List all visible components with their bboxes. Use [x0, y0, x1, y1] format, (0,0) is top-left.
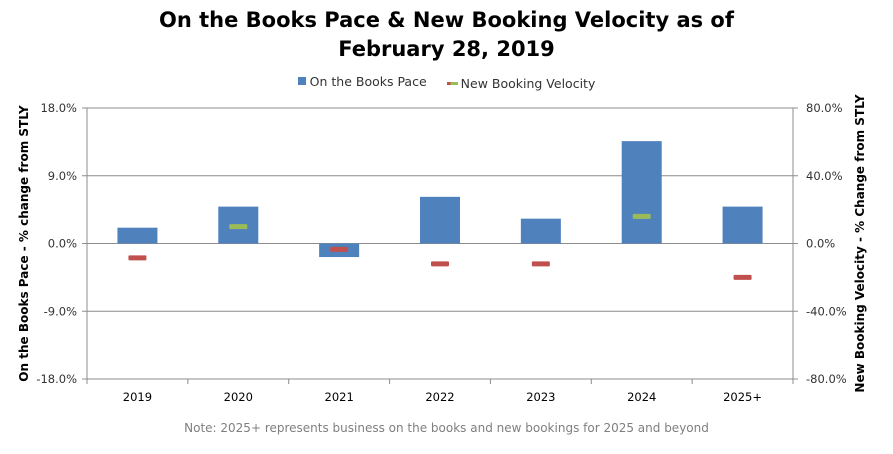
legend-item-booking-velocity: New Booking Velocity [446, 76, 596, 91]
y-left-tick-label: -9.0% [44, 304, 77, 318]
x-category-label: 2019 [123, 390, 152, 404]
chart-title-line-2: February 28, 2019 [338, 37, 555, 61]
y-right-axis-title: New Booking Velocity - % Change from STL… [853, 94, 867, 393]
legend-label-books-pace: On the Books Pace [309, 73, 427, 89]
x-category-label: 2023 [526, 390, 555, 404]
legend-label-booking-velocity: New Booking Velocity [460, 76, 596, 91]
y-left-tick-label: 9.0% [48, 169, 77, 183]
y-left-tick-label: -18.0% [36, 372, 77, 386]
legend-bar-swatch [297, 77, 306, 85]
y-right-tick-label: 40.0% [806, 169, 843, 183]
y-right-tick-label: 80.0% [806, 101, 843, 115]
legend-line-swatch [446, 82, 458, 85]
marker-booking-velocity [431, 261, 449, 267]
marker-booking-velocity [330, 246, 349, 252]
x-category-label: 2025+ [723, 390, 762, 404]
bar-books-pace [117, 227, 158, 244]
y-left-axis-title: On the Books Pace - % change from STLY [17, 105, 31, 382]
chart-title: On the Books Pace & New Booking Velocity… [0, 6, 893, 64]
marker-booking-velocity [531, 261, 550, 267]
y-right-tick-label: -80.0% [806, 372, 847, 386]
marker-booking-velocity [229, 224, 248, 230]
x-category-label: 2024 [627, 390, 656, 404]
legend-item-books-pace: On the Books Pace [297, 73, 427, 89]
y-right-tick-label: 0.0% [806, 237, 835, 251]
bar-books-pace [420, 196, 460, 244]
marker-booking-velocity [733, 274, 752, 280]
chart-note: Note: 2025+ represents business on the b… [184, 421, 709, 435]
bar-books-pace [520, 218, 561, 244]
bar-books-pace [722, 206, 763, 244]
bar-books-pace [621, 141, 662, 244]
marker-booking-velocity [632, 213, 651, 219]
chart-title-line-1: On the Books Pace & New Booking Velocity… [159, 8, 734, 32]
y-right-tick-label: -40.0% [806, 304, 847, 318]
y-left-tick-label: 0.0% [48, 237, 77, 251]
marker-booking-velocity [128, 255, 147, 261]
x-category-label: 2020 [224, 390, 253, 404]
x-category-label: 2022 [425, 390, 454, 404]
y-left-tick-label: 18.0% [40, 101, 77, 115]
chart-legend: On the Books Pace New Booking Velocity [0, 73, 893, 91]
x-category-label: 2021 [325, 390, 354, 404]
